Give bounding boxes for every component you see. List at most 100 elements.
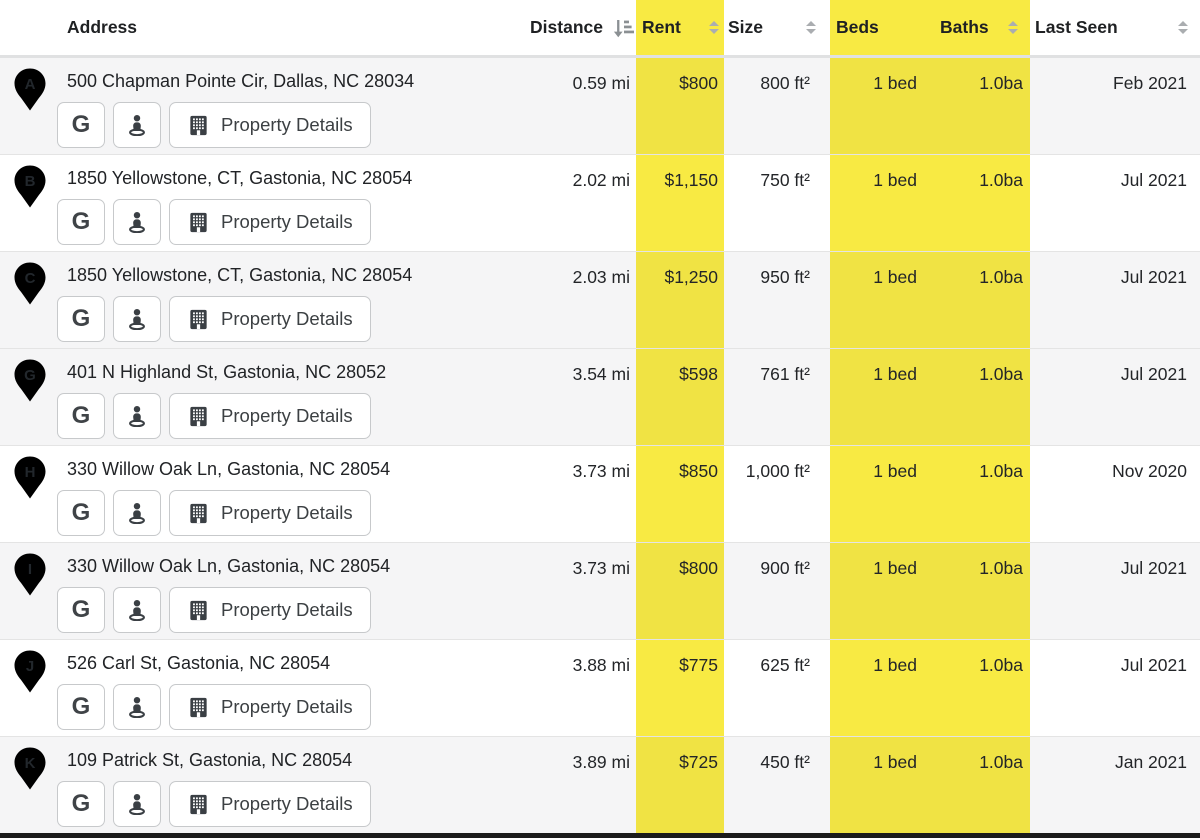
- last-seen-value: Jul 2021: [1120, 558, 1187, 578]
- google-g-icon: G: [71, 402, 91, 429]
- google-g-icon: G: [71, 111, 91, 138]
- property-details-button[interactable]: Property Details: [169, 781, 371, 827]
- table-header: Address Distance Rent Size Beds Baths La…: [0, 0, 1200, 58]
- baths-value: 1.0ba: [935, 252, 1030, 348]
- property-details-label: Property Details: [221, 308, 353, 329]
- sort-toggle-icon: [1008, 21, 1018, 34]
- property-details-label: Property Details: [221, 114, 353, 135]
- rent-value: $800: [636, 58, 724, 154]
- street-view-button[interactable]: [113, 199, 161, 245]
- column-header-baths[interactable]: Baths: [935, 0, 1030, 55]
- column-header-distance[interactable]: Distance: [516, 0, 636, 55]
- svg-text:I: I: [28, 561, 32, 578]
- table-row: G 401 N Highland St, Gastonia, NC 28052 …: [0, 349, 1200, 446]
- google-search-button[interactable]: G: [57, 684, 105, 730]
- map-pin-icon: J: [13, 649, 47, 694]
- google-search-button[interactable]: G: [57, 781, 105, 827]
- google-search-button[interactable]: G: [57, 199, 105, 245]
- svg-text:G: G: [24, 367, 36, 384]
- svg-text:J: J: [26, 658, 34, 675]
- map-pin-icon: B: [13, 164, 47, 209]
- google-search-button[interactable]: G: [57, 393, 105, 439]
- baths-value: 1.0ba: [935, 640, 1030, 736]
- address-text: 1850 Yellowstone, CT, Gastonia, NC 28054: [67, 265, 413, 285]
- google-search-button[interactable]: G: [57, 490, 105, 536]
- property-details-button[interactable]: Property Details: [169, 490, 371, 536]
- street-view-button[interactable]: [113, 684, 161, 730]
- pin-cell: G: [0, 349, 56, 445]
- map-pin-icon: K: [13, 746, 47, 791]
- last-seen-column-label: Last Seen: [1035, 17, 1118, 37]
- size-value: 625 ft²: [760, 655, 810, 675]
- rent-value: $1,150: [636, 155, 724, 251]
- building-icon: [190, 115, 207, 135]
- address-column-label: Address: [67, 17, 138, 37]
- street-view-button[interactable]: [113, 296, 161, 342]
- map-pin-icon: A: [13, 67, 47, 112]
- property-details-label: Property Details: [221, 793, 353, 814]
- rent-column-label: Rent: [642, 17, 681, 37]
- address-cell: 1850 Yellowstone, CT, Gastonia, NC 28054…: [56, 252, 516, 348]
- pegman-icon: [129, 696, 145, 718]
- baths-value: 1.0ba: [935, 58, 1030, 154]
- google-g-icon: G: [71, 596, 91, 623]
- column-header-beds[interactable]: Beds: [830, 0, 935, 55]
- google-search-button[interactable]: G: [57, 296, 105, 342]
- size-value: 750 ft²: [760, 170, 810, 190]
- google-search-button[interactable]: G: [57, 102, 105, 148]
- distance-value: 2.03 mi: [572, 267, 630, 287]
- pegman-icon: [129, 405, 145, 427]
- svg-text:C: C: [25, 270, 36, 287]
- table-row: A 500 Chapman Pointe Cir, Dallas, NC 280…: [0, 58, 1200, 155]
- map-pin-icon: G: [13, 358, 47, 403]
- size-value: 950 ft²: [760, 267, 810, 287]
- property-details-label: Property Details: [221, 696, 353, 717]
- property-details-button[interactable]: Property Details: [169, 587, 371, 633]
- rent-value: $850: [636, 446, 724, 542]
- last-seen-value: Nov 2020: [1112, 461, 1187, 481]
- building-icon: [190, 697, 207, 717]
- address-text: 526 Carl St, Gastonia, NC 28054: [67, 653, 331, 673]
- street-view-button[interactable]: [113, 781, 161, 827]
- sort-toggle-icon: [709, 21, 719, 34]
- street-view-button[interactable]: [113, 587, 161, 633]
- property-details-button[interactable]: Property Details: [169, 684, 371, 730]
- column-header-rent[interactable]: Rent: [636, 0, 724, 55]
- table-row: J 526 Carl St, Gastonia, NC 28054 G Prop…: [0, 640, 1200, 737]
- address-cell: 330 Willow Oak Ln, Gastonia, NC 28054 G …: [56, 446, 516, 542]
- street-view-button[interactable]: [113, 490, 161, 536]
- property-details-button[interactable]: Property Details: [169, 393, 371, 439]
- google-g-icon: G: [71, 499, 91, 526]
- table-row: I 330 Willow Oak Ln, Gastonia, NC 28054 …: [0, 543, 1200, 640]
- column-header-address[interactable]: Address: [56, 0, 516, 55]
- column-header-last-seen[interactable]: Last Seen: [1030, 0, 1200, 55]
- street-view-button[interactable]: [113, 393, 161, 439]
- column-header-size[interactable]: Size: [724, 0, 830, 55]
- pegman-icon: [129, 793, 145, 815]
- building-icon: [190, 600, 207, 620]
- distance-value: 3.88 mi: [572, 655, 630, 675]
- address-cell: 526 Carl St, Gastonia, NC 28054 G Proper…: [56, 640, 516, 736]
- sort-toggle-icon: [806, 21, 816, 34]
- street-view-button[interactable]: [113, 102, 161, 148]
- size-value: 900 ft²: [760, 558, 810, 578]
- rent-value: $775: [636, 640, 724, 736]
- property-details-button[interactable]: Property Details: [169, 102, 371, 148]
- property-details-button[interactable]: Property Details: [169, 296, 371, 342]
- baths-value: 1.0ba: [935, 446, 1030, 542]
- beds-value: 1 bed: [830, 58, 935, 154]
- google-search-button[interactable]: G: [57, 587, 105, 633]
- table-row: B 1850 Yellowstone, CT, Gastonia, NC 280…: [0, 155, 1200, 252]
- baths-value: 1.0ba: [935, 737, 1030, 833]
- property-details-label: Property Details: [221, 405, 353, 426]
- pegman-icon: [129, 211, 145, 233]
- address-cell: 330 Willow Oak Ln, Gastonia, NC 28054 G …: [56, 543, 516, 639]
- baths-value: 1.0ba: [935, 349, 1030, 445]
- address-cell: 401 N Highland St, Gastonia, NC 28052 G …: [56, 349, 516, 445]
- svg-text:K: K: [25, 755, 36, 772]
- pin-cell: C: [0, 252, 56, 348]
- distance-value: 3.89 mi: [572, 752, 630, 772]
- svg-text:H: H: [25, 464, 36, 481]
- last-seen-value: Jan 2021: [1114, 752, 1187, 772]
- property-details-button[interactable]: Property Details: [169, 199, 371, 245]
